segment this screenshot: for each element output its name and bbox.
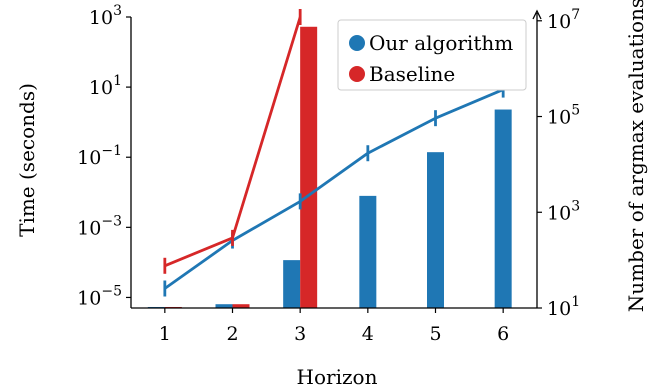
right-y-axis-ticks: 101 103 105 107 bbox=[537, 7, 580, 320]
legend-label-baseline: Baseline bbox=[369, 62, 455, 86]
legend-box bbox=[337, 19, 527, 91]
left-y-tick-label-4: 103 bbox=[89, 3, 122, 29]
x-axis-ticks: 1 2 3 4 5 6 bbox=[159, 308, 509, 345]
left-y-tick-label-0: 10−5 bbox=[77, 283, 122, 309]
line-baseline bbox=[164, 16, 302, 268]
x-tick-label-1: 1 bbox=[159, 323, 171, 345]
right-y-tick-label-1: 103 bbox=[547, 198, 580, 224]
lines-layer bbox=[163, 9, 505, 297]
left-y-tick-label-2: 10−1 bbox=[77, 143, 122, 169]
legend: Our algorithm Baseline bbox=[337, 19, 527, 91]
x-tick-label-4: 4 bbox=[362, 323, 374, 345]
x-tick-label-2: 2 bbox=[226, 323, 238, 345]
x-axis-title: Horizon bbox=[297, 365, 378, 389]
plot-frame bbox=[130, 9, 542, 309]
left-y-axis-ticks: 10−5 10−3 10−1 101 103 bbox=[77, 3, 131, 309]
bar-baseline-horizon-2 bbox=[232, 304, 250, 308]
right-y-tick-label-3: 107 bbox=[547, 7, 580, 33]
x-tick-label-3: 3 bbox=[294, 323, 306, 345]
left-y-tick-label-1: 10−3 bbox=[77, 213, 122, 239]
right-y-axis-arrow bbox=[532, 9, 542, 20]
bar-our-algorithm-horizon-2 bbox=[215, 304, 233, 308]
line-our-algorithm bbox=[163, 88, 504, 290]
bar-our-algorithm-horizon-3 bbox=[283, 260, 301, 308]
bar-baseline-horizon-3 bbox=[300, 26, 318, 308]
x-tick-label-5: 5 bbox=[429, 323, 441, 345]
left-y-tick-label-3: 101 bbox=[89, 73, 122, 99]
bar-our-algorithm-horizon-6 bbox=[494, 109, 512, 308]
legend-swatch-our-algorithm bbox=[349, 35, 365, 51]
right-y-tick-label-2: 105 bbox=[547, 103, 580, 129]
legend-swatch-baseline bbox=[349, 66, 365, 82]
bar-our-algorithm-horizon-4 bbox=[359, 195, 377, 308]
legend-entry-our-algorithm: Our algorithm bbox=[349, 31, 513, 55]
right-y-axis-title: Number of argmax evaluations bbox=[624, 0, 648, 312]
legend-entry-baseline: Baseline bbox=[349, 62, 455, 86]
bars-layer bbox=[147, 26, 512, 308]
left-y-axis-title: Time (seconds) bbox=[15, 83, 39, 237]
right-y-tick-label-0: 101 bbox=[547, 294, 580, 320]
legend-label-our-algorithm: Our algorithm bbox=[369, 31, 513, 55]
x-tick-label-6: 6 bbox=[497, 323, 509, 345]
bar-our-algorithm-horizon-5 bbox=[427, 152, 444, 308]
